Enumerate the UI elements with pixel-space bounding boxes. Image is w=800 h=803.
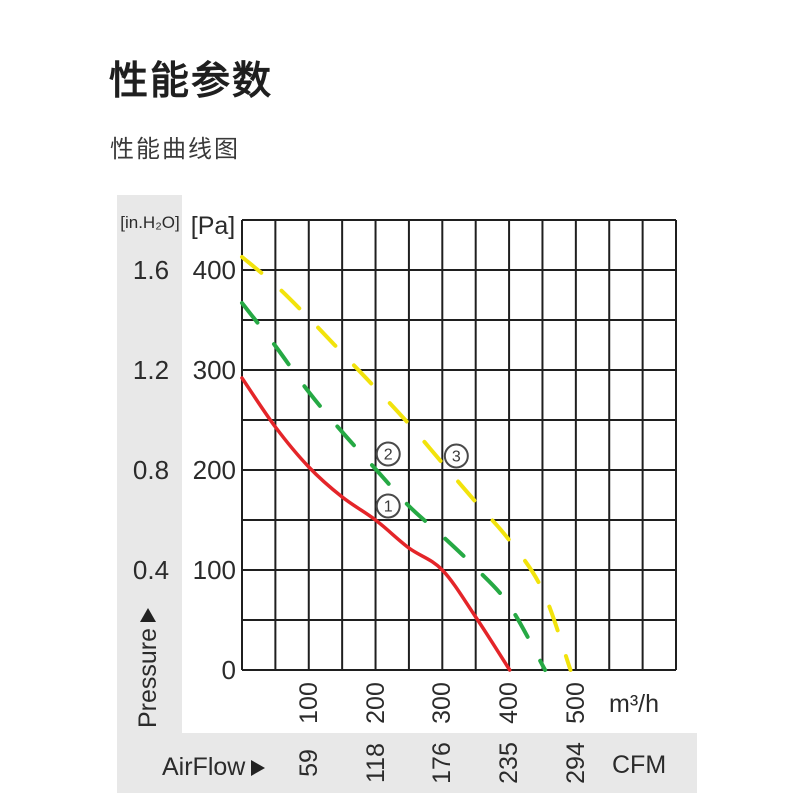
m3h-tick-200: 200 bbox=[362, 682, 390, 724]
performance-chart: 1 2 3 bbox=[240, 219, 677, 672]
svg-text:3: 3 bbox=[452, 449, 461, 466]
grid bbox=[241, 219, 677, 671]
svg-text:1: 1 bbox=[384, 499, 393, 516]
airflow-axis-label: AirFlow bbox=[162, 753, 266, 782]
pressure-axis-label: Pressure bbox=[134, 578, 162, 758]
pressure-axis-panel bbox=[117, 195, 182, 793]
m3h-tick-400: 400 bbox=[495, 682, 523, 724]
m3h-tick-100: 100 bbox=[295, 682, 323, 724]
svg-text:2: 2 bbox=[384, 447, 393, 464]
arrow-right-icon bbox=[251, 759, 266, 776]
series-marker-2: 2 bbox=[375, 441, 401, 467]
airflow-axis-text: AirFlow bbox=[162, 753, 246, 781]
curve-2 bbox=[240, 301, 548, 672]
series-marker-3: 3 bbox=[443, 443, 469, 469]
curve-1 bbox=[240, 376, 512, 672]
curve-3 bbox=[240, 255, 573, 672]
page-subtitle: 性能曲线图 bbox=[110, 136, 240, 163]
series-marker-1: 1 bbox=[375, 493, 401, 519]
arrow-up-icon bbox=[140, 607, 156, 622]
m3h-tick-300: 300 bbox=[428, 682, 456, 724]
x-axis-unit-cfm: CFM bbox=[612, 751, 667, 779]
m3h-tick-500: 500 bbox=[562, 682, 590, 724]
x-axis-unit-m3h: m³/h bbox=[609, 690, 659, 718]
y-axis-unit-inh2o: [in.H₂O] bbox=[120, 213, 180, 232]
y-axis-unit-pa: [Pa] bbox=[190, 212, 236, 240]
page-title: 性能参数 bbox=[109, 60, 274, 103]
airflow-axis-panel bbox=[117, 733, 697, 793]
pressure-axis-text: Pressure bbox=[133, 627, 162, 729]
